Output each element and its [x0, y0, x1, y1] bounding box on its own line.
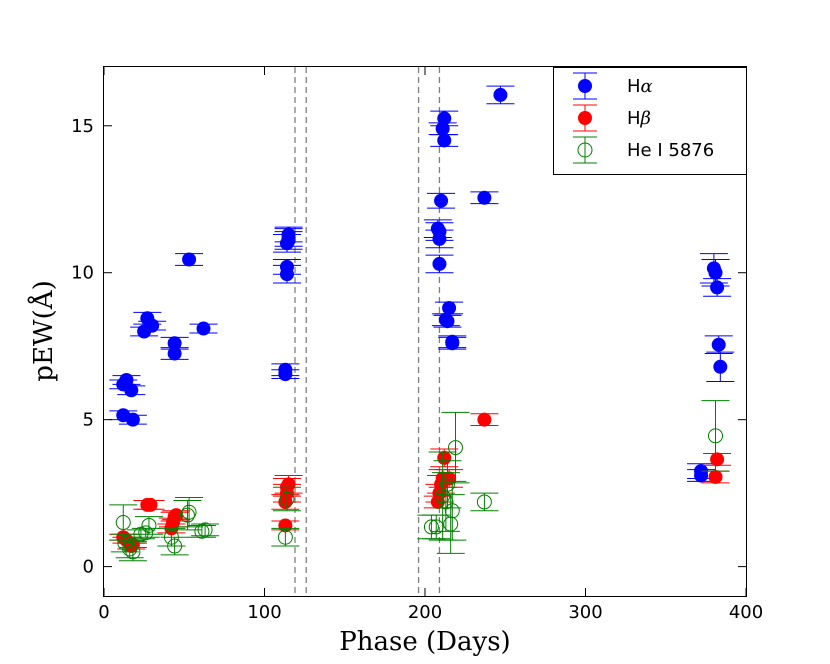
series-0 — [109, 85, 735, 483]
error-bar — [272, 486, 301, 512]
data-point — [443, 516, 459, 532]
error-bar — [470, 492, 499, 512]
data-point — [435, 121, 450, 136]
x-tick-label: 300 — [568, 602, 602, 623]
data-point — [713, 359, 728, 374]
data-point — [167, 336, 182, 351]
y-tick-label: 10 — [71, 263, 94, 284]
data-point — [493, 87, 508, 102]
legend-label-greek: β — [640, 108, 651, 129]
data-point — [708, 428, 724, 444]
data-point — [141, 517, 157, 533]
data-point — [138, 525, 154, 541]
data-point — [711, 337, 726, 352]
data-point — [477, 412, 492, 427]
error-bar — [701, 400, 730, 472]
y-tick-label: 5 — [83, 410, 94, 431]
data-point — [437, 111, 452, 126]
data-point — [143, 497, 158, 512]
data-point — [122, 541, 138, 557]
error-bar — [438, 480, 467, 541]
axes: 0 100 200 300 400 0 5 10 15 — [71, 67, 763, 623]
data-point — [710, 280, 725, 295]
data-point — [281, 233, 296, 248]
error-bar — [109, 504, 138, 541]
data-point — [167, 346, 182, 361]
data-point — [278, 362, 293, 377]
x-tick-label: 0 — [98, 602, 109, 623]
data-point — [145, 318, 160, 333]
data-point — [169, 508, 184, 523]
data-point — [197, 522, 213, 538]
data-point — [432, 231, 447, 246]
plot-area — [109, 67, 735, 596]
series-1 — [109, 412, 732, 554]
data-point — [708, 469, 723, 484]
plot-frame — [103, 66, 747, 597]
legend-label: He I 5876 — [627, 140, 714, 161]
data-point — [423, 519, 439, 535]
data-point — [125, 544, 141, 560]
legend-label-main: H — [627, 108, 641, 129]
error-bar — [441, 411, 470, 484]
data-point — [281, 477, 296, 492]
data-point — [710, 452, 725, 467]
data-point — [442, 300, 457, 315]
data-point — [182, 252, 197, 267]
error-bar — [417, 514, 446, 540]
data-point — [179, 507, 195, 523]
series-2 — [109, 400, 730, 562]
legend-marker — [577, 142, 593, 158]
data-point — [437, 450, 452, 465]
data-point — [439, 476, 455, 492]
data-point — [279, 491, 295, 507]
data-point — [115, 515, 131, 531]
data-point — [432, 256, 447, 271]
legend-item-0: Hα — [573, 72, 653, 100]
legend-label-main: H — [627, 76, 641, 97]
legend-label: Hβ — [627, 108, 651, 129]
x-tick-label: 400 — [729, 602, 763, 623]
legend-item-1: Hβ — [573, 104, 651, 132]
data-point — [445, 336, 460, 351]
data-point — [125, 412, 140, 427]
data-point — [440, 314, 455, 329]
error-bar — [134, 516, 163, 535]
y-tick-label: 15 — [71, 116, 94, 137]
data-point — [444, 503, 460, 519]
data-point — [477, 190, 492, 205]
y-tick-label: 0 — [83, 557, 94, 578]
error-bar — [191, 523, 220, 537]
data-point — [124, 383, 139, 398]
x-axis-title: Phase (Days) — [339, 627, 510, 657]
data-point — [279, 267, 294, 282]
legend-item-2: He I 5876 — [573, 136, 714, 164]
legend-label-main: He I 5876 — [627, 140, 714, 161]
error-bar — [271, 527, 300, 547]
data-point — [196, 321, 211, 336]
data-point — [437, 133, 452, 148]
data-point — [476, 494, 492, 510]
legend-label-greek: α — [641, 76, 653, 97]
data-point — [167, 538, 183, 554]
legend-marker — [578, 79, 592, 93]
data-point — [447, 440, 463, 456]
legend-label: Hα — [627, 76, 653, 97]
error-bar — [160, 536, 189, 556]
data-point — [708, 265, 723, 280]
data-point — [277, 529, 293, 545]
x-tick-label: 100 — [247, 602, 281, 623]
data-point — [181, 504, 197, 520]
data-point — [694, 468, 709, 483]
error-bar — [118, 542, 147, 562]
data-point — [434, 193, 449, 208]
legend-marker — [578, 111, 592, 125]
x-tick-label: 200 — [408, 602, 442, 623]
error-bar — [433, 460, 462, 509]
y-axis-title: pEW(Å) — [27, 280, 59, 381]
data-point — [428, 519, 444, 535]
data-point — [278, 518, 293, 533]
